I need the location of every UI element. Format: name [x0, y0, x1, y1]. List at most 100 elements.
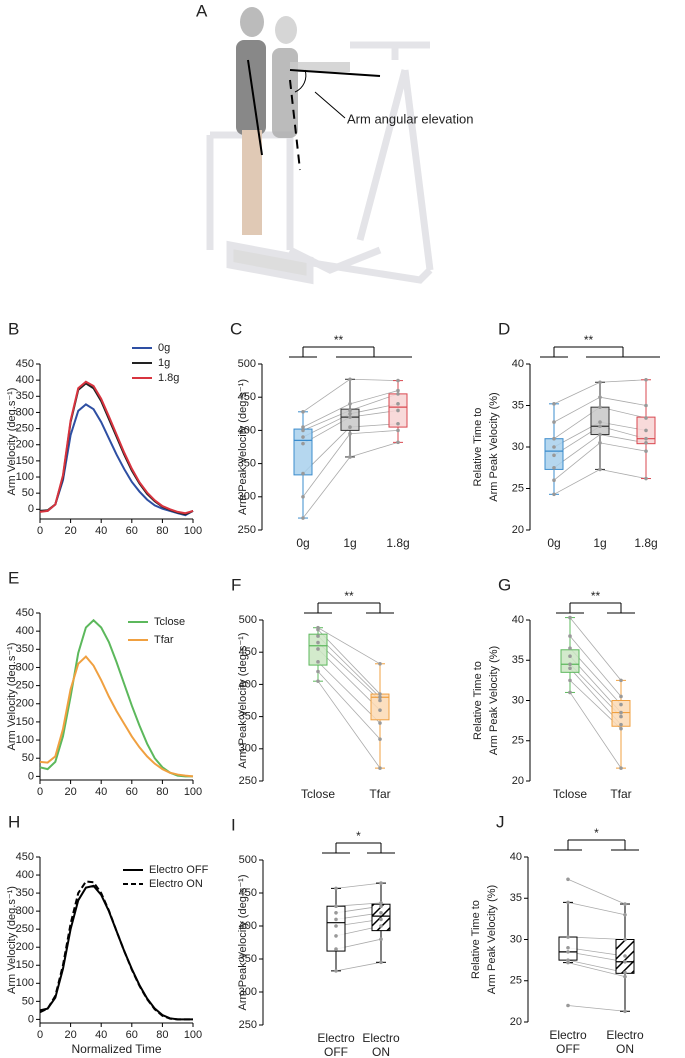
y-tick-label: 450	[239, 887, 257, 899]
subject-point	[396, 392, 400, 396]
subject-point	[598, 467, 602, 472]
y-tick-label: 40	[510, 851, 522, 863]
subject-point	[623, 959, 627, 964]
subject-line	[553, 442, 601, 481]
subject-point	[568, 615, 572, 620]
subject-line	[567, 962, 626, 978]
subject-point	[316, 634, 320, 638]
legend-label: Tfar	[154, 634, 174, 646]
y-tick-label: 35	[510, 892, 522, 904]
subject-point	[378, 721, 382, 725]
subject-point	[301, 425, 305, 429]
x-tick-label: ON	[616, 1042, 634, 1056]
subject-line	[317, 648, 381, 711]
y-tick-label: 300	[239, 743, 257, 755]
subject-point	[552, 453, 556, 458]
x-tick-label: Electro	[317, 1031, 355, 1045]
y-tick-label: 450	[16, 851, 34, 863]
subject-line	[302, 456, 351, 519]
line-series	[39, 380, 194, 515]
subject-point	[644, 476, 648, 481]
y-tick-label: 350	[16, 887, 34, 899]
subject-point	[619, 678, 623, 683]
subject-point	[334, 886, 338, 891]
subject-point	[301, 495, 305, 499]
subject-line	[302, 433, 351, 498]
subject-point	[348, 412, 352, 416]
y-tick-label: 500	[239, 854, 257, 866]
subject-point	[568, 678, 572, 683]
legend-label: Electro ON	[149, 878, 203, 890]
subject-point	[301, 410, 305, 414]
x-tick-label: 60	[126, 786, 138, 798]
y-tick-label: 500	[239, 614, 257, 626]
y-tick-label: 200	[16, 941, 34, 953]
subject-line	[569, 617, 622, 681]
x-tick-label: 1.8g	[634, 536, 657, 550]
subject-point	[396, 408, 400, 413]
subject-point	[334, 911, 338, 915]
line-series	[40, 403, 194, 517]
subject-point	[348, 377, 352, 382]
subject-point	[644, 377, 648, 382]
y-tick-label: 450	[238, 391, 256, 403]
x-tick-label: 100	[184, 1029, 202, 1041]
y-axis-label: Arm Velocity (deg.s⁻¹)	[6, 886, 18, 994]
y-tick-label: 250	[239, 1019, 257, 1031]
subject-point	[644, 449, 648, 453]
panel-label: A	[196, 1, 208, 20]
y-tick-label: 30	[512, 441, 524, 453]
y-axis-label: Arm Peak Velocity (deg.s⁻¹)	[237, 379, 249, 515]
subject-point	[552, 465, 556, 470]
x-tick-label: 40	[95, 1029, 107, 1041]
x-tick-label: 0	[37, 1029, 43, 1041]
subject-point	[619, 702, 623, 707]
subject-point	[379, 901, 383, 905]
y-tick-label: 500	[238, 358, 256, 370]
y-axis-label: Relative Time to	[472, 661, 484, 740]
y-tick-label: 200	[16, 439, 34, 451]
x-tick-label: ON	[372, 1045, 390, 1058]
subject-point	[598, 420, 602, 424]
subject-point	[568, 690, 572, 695]
subject-point	[316, 640, 320, 645]
subject-point	[552, 402, 556, 406]
subject-point	[552, 420, 556, 424]
x-tick-label: 0g	[547, 536, 560, 550]
subject-point	[568, 646, 572, 650]
subject-point	[623, 902, 627, 906]
y-tick-label: 20	[510, 1016, 522, 1028]
panel-label: E	[8, 568, 19, 587]
panel-label: G	[498, 575, 511, 594]
subject-point	[552, 492, 556, 497]
subject-point	[566, 950, 570, 954]
y-tick-label: 250	[16, 923, 34, 935]
y-tick-label: 30	[510, 933, 522, 945]
subject-line	[302, 378, 351, 413]
x-tick-label: 0g	[296, 536, 309, 550]
y-tick-label: 25	[512, 482, 524, 494]
subject-point	[623, 1009, 627, 1014]
subject-point	[379, 917, 383, 922]
subject-point	[623, 970, 627, 975]
y-tick-label: 150	[16, 455, 34, 467]
subject-point	[598, 405, 602, 409]
illustration: A Arm angular elevation	[196, 1, 473, 285]
x-tick-label: 1g	[593, 536, 606, 550]
y-tick-label: 250	[238, 524, 256, 536]
subject-point	[348, 415, 352, 419]
subject-point	[644, 428, 648, 433]
y-axis-label: Arm Peak Velocity (deg.s⁻¹)	[237, 874, 249, 1010]
y-axis-label: Relative Time to	[470, 900, 482, 979]
subject-point	[348, 408, 352, 413]
subject-point	[316, 625, 320, 630]
x-tick-label: OFF	[556, 1042, 580, 1056]
subject-point	[301, 435, 305, 439]
subject-line	[569, 635, 622, 697]
subject-point	[644, 441, 648, 445]
subject-line	[317, 661, 381, 724]
line-series	[39, 884, 193, 1021]
subject-point	[378, 737, 382, 741]
y-tick-label: 350	[16, 390, 34, 402]
